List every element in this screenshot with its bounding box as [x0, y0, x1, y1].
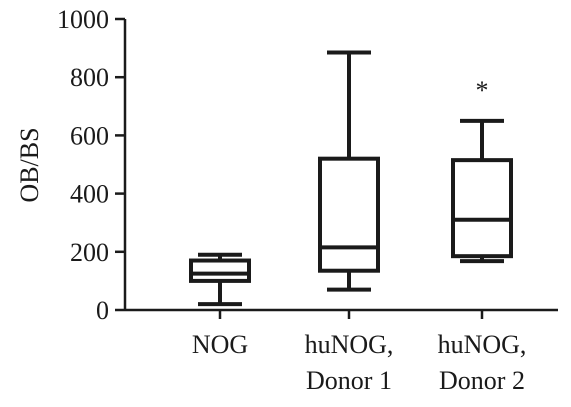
box-3: *	[451, 76, 513, 264]
y-axis-title: OB/BS	[15, 127, 44, 202]
y-tick-label: 1000	[57, 5, 109, 34]
x-category-label-line: Donor 2	[439, 366, 525, 395]
iqr-box	[189, 258, 251, 283]
significance-marker: *	[476, 76, 489, 105]
x-category-label-line: Donor 1	[306, 366, 392, 395]
x-category-label: NOG	[192, 330, 248, 359]
y-tick-label: 600	[70, 121, 109, 150]
box-2	[318, 50, 380, 292]
box-series: *	[189, 50, 513, 307]
x-category-label: huNOG, Donor 1	[305, 330, 394, 395]
y-tick-label: 0	[96, 296, 109, 325]
x-category-label-line: NOG	[192, 330, 248, 359]
x-category-label-line: huNOG,	[438, 330, 527, 359]
y-tick-label: 800	[70, 63, 109, 92]
iqr-box	[318, 156, 380, 273]
y-tick-label: 400	[70, 180, 109, 209]
x-axis: NOG huNOG, Donor 1 huNOG, Donor 2	[125, 308, 558, 395]
x-category-label-line: huNOG,	[305, 330, 394, 359]
y-tick-label: 200	[70, 238, 109, 267]
box-1	[189, 252, 251, 307]
iqr-box	[451, 158, 513, 259]
x-category-label: huNOG, Donor 2	[438, 330, 527, 395]
y-axis: 0 200 400 600 800 1000	[57, 5, 127, 325]
